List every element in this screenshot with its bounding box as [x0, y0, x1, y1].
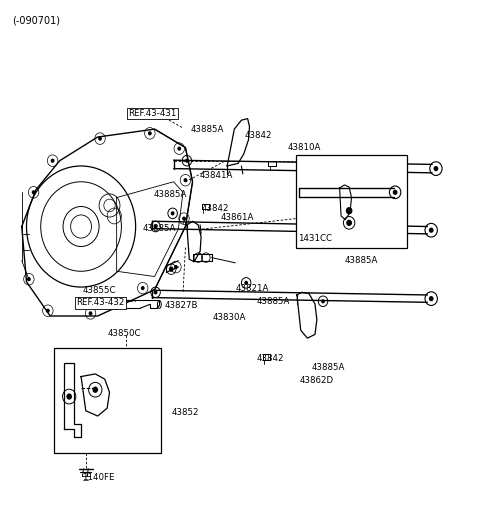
Text: 43885A: 43885A — [143, 223, 176, 232]
Text: 43810A: 43810A — [288, 143, 321, 152]
Circle shape — [93, 387, 98, 393]
Circle shape — [32, 190, 36, 194]
Circle shape — [66, 393, 72, 400]
Text: 43850C: 43850C — [107, 329, 141, 338]
Text: 43885A: 43885A — [154, 190, 187, 200]
Text: 43827B: 43827B — [164, 301, 198, 310]
Text: REF.43-431: REF.43-431 — [129, 109, 177, 118]
Circle shape — [148, 131, 152, 136]
Text: 43885A: 43885A — [344, 256, 378, 265]
Text: 43885A: 43885A — [190, 124, 224, 134]
Circle shape — [185, 159, 189, 163]
Text: 43842: 43842 — [257, 354, 284, 363]
Circle shape — [393, 190, 397, 195]
Text: REF.43-432: REF.43-432 — [76, 298, 125, 307]
Circle shape — [169, 267, 173, 271]
Circle shape — [98, 137, 102, 140]
Text: 43885A: 43885A — [311, 363, 345, 372]
Text: 43842: 43842 — [245, 131, 272, 140]
Circle shape — [429, 296, 433, 301]
Circle shape — [178, 146, 181, 151]
Circle shape — [27, 277, 31, 281]
Text: 43885A: 43885A — [257, 297, 290, 306]
Text: 43842: 43842 — [201, 204, 228, 213]
Circle shape — [46, 309, 50, 313]
Bar — [54, 347, 161, 453]
Text: 43830A: 43830A — [213, 313, 246, 322]
Text: 43855C: 43855C — [83, 286, 116, 295]
Text: 43862D: 43862D — [300, 376, 334, 385]
Circle shape — [244, 281, 248, 285]
Circle shape — [433, 166, 438, 171]
Circle shape — [171, 211, 175, 215]
Circle shape — [154, 290, 157, 294]
Bar — [296, 155, 407, 247]
Circle shape — [321, 299, 325, 303]
Circle shape — [174, 265, 178, 269]
Circle shape — [89, 311, 93, 315]
Circle shape — [51, 159, 55, 163]
Text: 43861A: 43861A — [221, 213, 254, 222]
Text: 43821A: 43821A — [235, 284, 269, 293]
Text: (-090701): (-090701) — [12, 16, 60, 26]
Text: 43841A: 43841A — [200, 171, 233, 180]
Text: 1431CC: 1431CC — [298, 234, 332, 243]
Circle shape — [347, 220, 351, 226]
Circle shape — [346, 207, 352, 214]
Circle shape — [429, 228, 433, 233]
Circle shape — [154, 225, 157, 229]
Circle shape — [141, 286, 144, 290]
Circle shape — [182, 217, 186, 221]
Circle shape — [183, 178, 187, 182]
Text: 43852: 43852 — [171, 408, 199, 417]
Text: 1140FE: 1140FE — [83, 473, 115, 482]
